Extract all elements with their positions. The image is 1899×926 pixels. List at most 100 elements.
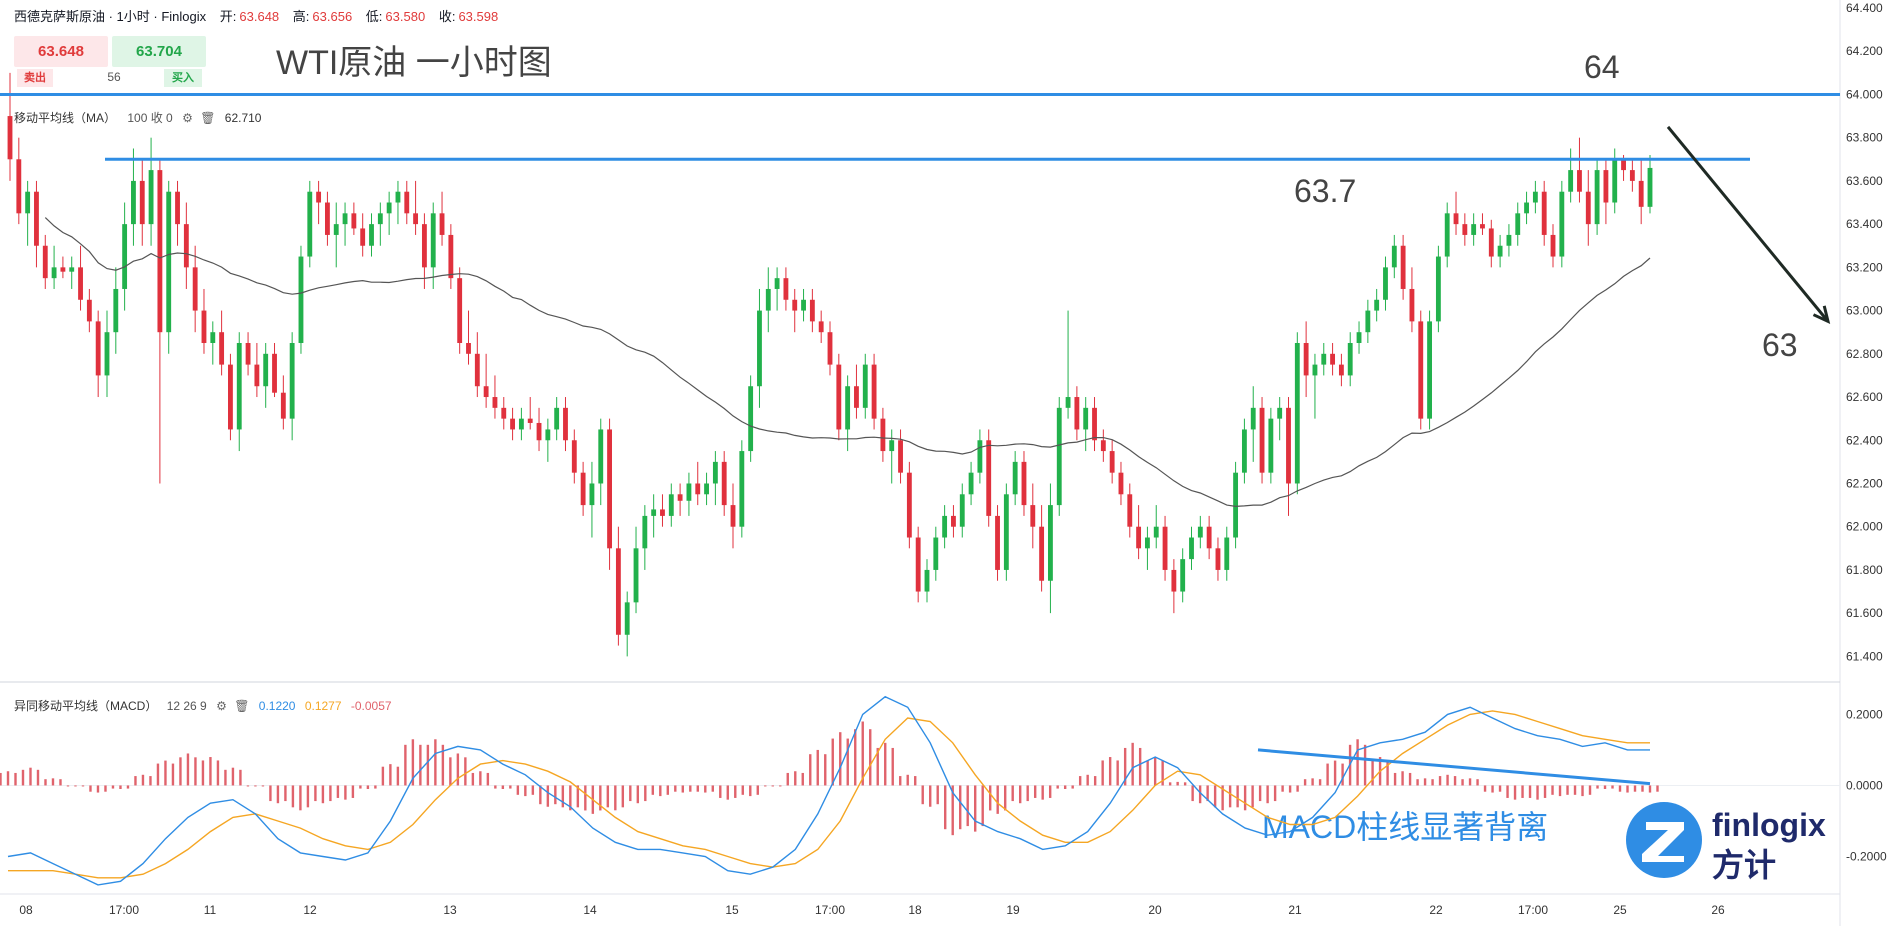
- candle-body: [1268, 418, 1274, 473]
- candle-body: [139, 180, 145, 225]
- macd-histogram-bar: [0, 772, 2, 786]
- candle: [783, 267, 789, 311]
- candle: [792, 288, 798, 333]
- candle-body: [457, 278, 463, 343]
- candle: [139, 159, 145, 246]
- candle-body: [1400, 245, 1406, 289]
- candle: [1127, 483, 1133, 538]
- candle-body: [668, 494, 674, 516]
- candle-body: [686, 483, 692, 501]
- macd-histogram-bar: [291, 785, 295, 808]
- candle: [280, 375, 286, 430]
- candle: [880, 407, 886, 462]
- candle: [563, 397, 568, 452]
- macd-settings-icon[interactable]: ⚙: [216, 699, 227, 713]
- candle: [60, 256, 66, 279]
- macd-histogram-bar: [1566, 785, 1569, 795]
- macd-histogram-bar: [426, 744, 430, 786]
- candle: [1356, 321, 1362, 354]
- macd-histogram-bar: [74, 785, 77, 787]
- macd-histogram-bar: [1033, 785, 1037, 798]
- ma-settings-icon[interactable]: ⚙: [182, 111, 193, 125]
- candle-body: [1171, 569, 1177, 592]
- candle-body: [624, 602, 630, 635]
- macd-histogram-bar: [606, 785, 610, 808]
- candle: [977, 429, 983, 484]
- candle-body: [1612, 159, 1618, 203]
- candle-body: [1074, 397, 1080, 430]
- sell-button[interactable]: 卖出: [17, 69, 53, 87]
- candle: [1383, 256, 1388, 311]
- candle-body: [1435, 256, 1441, 322]
- x-tick-label: 14: [583, 903, 597, 917]
- candle: [51, 245, 57, 289]
- macd-histogram-bar: [1393, 772, 1397, 786]
- candle-body: [712, 461, 718, 484]
- macd-histogram-bar: [1536, 785, 1539, 800]
- candle: [228, 353, 233, 441]
- candle: [333, 202, 339, 268]
- candle-body: [201, 310, 207, 343]
- macd-label: 异同移动平均线（MACD）: [14, 699, 158, 713]
- macd-histogram-bar: [801, 772, 804, 786]
- candle: [1524, 191, 1529, 225]
- candle-body: [1224, 537, 1230, 570]
- bid-price[interactable]: 63.648: [14, 36, 108, 67]
- candle-body: [1356, 332, 1362, 343]
- ma-indicator-legend: 移动平均线（MA） 100 收 0 ⚙ 🗑 62.710: [14, 109, 261, 126]
- macd-histogram-bar: [1468, 778, 1472, 786]
- ma-delete-icon[interactable]: 🗑: [200, 111, 216, 125]
- ask-price[interactable]: 63.704: [112, 36, 206, 67]
- candle-body: [95, 321, 101, 376]
- macd-histogram-bar: [546, 785, 550, 807]
- candle-body: [1647, 167, 1653, 207]
- candle-body: [210, 332, 216, 343]
- macd-value: 0.1220: [258, 699, 296, 713]
- candle-body: [1012, 461, 1018, 495]
- macd-histogram-bar: [824, 754, 827, 786]
- macd-histogram-bar: [1528, 785, 1532, 798]
- candle-body: [1550, 234, 1556, 257]
- ma100-line: [44, 217, 1651, 508]
- candle-body: [951, 515, 956, 527]
- x-tick-label: 15: [725, 903, 739, 917]
- candle-body: [86, 299, 92, 322]
- candle: [1180, 548, 1186, 603]
- macd-delete-icon[interactable]: 🗑: [234, 699, 250, 713]
- candle: [1444, 202, 1450, 268]
- macd-histogram-bar: [96, 785, 100, 793]
- macd-histogram-bar: [1423, 778, 1427, 786]
- macd-histogram-bar: [831, 738, 834, 786]
- candle: [457, 267, 463, 354]
- macd-histogram-bar: [1086, 774, 1089, 786]
- candle: [545, 418, 551, 462]
- candle-body: [1048, 505, 1053, 581]
- candle-body: [307, 191, 313, 257]
- macd-histogram-bar: [321, 785, 325, 804]
- macd-histogram-bar: [6, 771, 10, 786]
- candle: [1321, 343, 1327, 376]
- candle-body: [113, 288, 119, 333]
- macd-divergence-note: MACD柱线显著背离: [1262, 809, 1548, 845]
- candle-body: [1497, 245, 1503, 257]
- candle-body: [1471, 224, 1477, 235]
- buy-button[interactable]: 买入: [164, 69, 202, 87]
- macd-histogram-bar: [1311, 778, 1314, 786]
- y-tick-label: 62.200: [1846, 476, 1883, 490]
- candle-body: [1365, 310, 1371, 333]
- candle: [1215, 537, 1221, 581]
- candle: [342, 202, 348, 246]
- candle-body: [942, 515, 948, 538]
- y-tick-label: 63.200: [1846, 260, 1883, 274]
- candle: [801, 288, 806, 322]
- macd-histogram-bar: [569, 785, 572, 811]
- candle: [263, 343, 269, 408]
- candle: [1647, 154, 1653, 214]
- macd-histogram-bar: [501, 785, 505, 789]
- macd-histogram-bar: [441, 744, 445, 786]
- candle-body: [157, 170, 163, 333]
- candle-body: [1541, 191, 1547, 235]
- candle-body: [280, 392, 286, 419]
- candle-body: [192, 267, 198, 311]
- candle: [1462, 213, 1468, 246]
